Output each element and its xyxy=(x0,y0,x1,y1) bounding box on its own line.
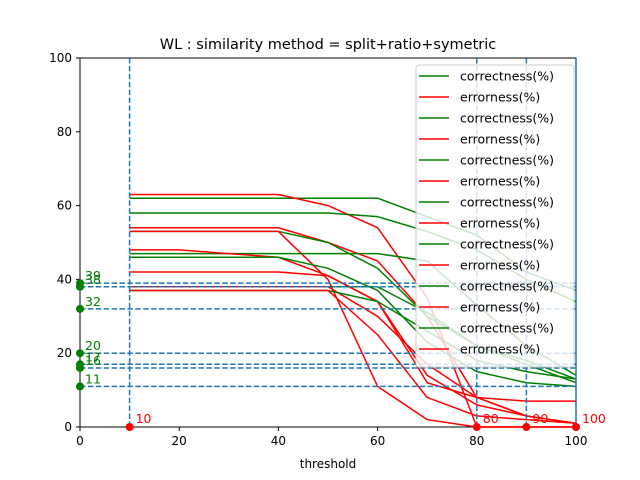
x-tick-label: 60 xyxy=(370,434,385,448)
legend-label: correctness(%) xyxy=(460,237,554,252)
threshold-marker xyxy=(472,423,481,431)
y-tick-label: 0 xyxy=(64,420,72,434)
series-line-errorness xyxy=(129,271,577,425)
y-tick-label: 100 xyxy=(49,51,72,65)
y-tick-label: 20 xyxy=(57,346,72,360)
threshold-label: 90 xyxy=(532,411,548,426)
x-tick-label: 40 xyxy=(271,434,286,448)
level-label: 38 xyxy=(85,272,101,287)
level-label: 39 xyxy=(85,268,101,283)
level-marker xyxy=(76,382,84,391)
y-tick-label: 60 xyxy=(57,199,72,213)
series-line-correctness xyxy=(129,256,577,388)
x-tick-label: 20 xyxy=(172,434,187,448)
x-tick-label: 100 xyxy=(565,434,588,448)
threshold-label: 10 xyxy=(136,411,152,426)
legend-label: correctness(%) xyxy=(460,111,554,126)
y-tick-label: 80 xyxy=(57,125,72,139)
threshold-marker xyxy=(125,423,134,431)
level-label: 32 xyxy=(85,294,101,309)
legend-label: errorness(%) xyxy=(460,132,540,147)
legend-label: correctness(%) xyxy=(460,195,554,210)
legend-label: errorness(%) xyxy=(460,216,540,231)
legend-box xyxy=(415,64,575,368)
legend-label: correctness(%) xyxy=(460,321,554,336)
x-axis-label: threshold xyxy=(300,457,357,471)
threshold-marker xyxy=(522,423,531,431)
level-label: 17 xyxy=(85,349,101,364)
legend-label: errorness(%) xyxy=(460,300,540,315)
y-tick-label: 40 xyxy=(57,272,72,286)
legend: correctness(%) errorness(%) correctness(%)… xyxy=(415,64,575,368)
x-tick-label: 0 xyxy=(76,434,84,448)
legend-label: errorness(%) xyxy=(460,342,540,357)
level-label: 16 xyxy=(85,353,101,368)
threshold-marker xyxy=(572,423,580,431)
legend-label: errorness(%) xyxy=(460,258,540,273)
threshold-label: 100 xyxy=(582,411,606,426)
level-marker xyxy=(76,304,84,313)
series-line-errorness xyxy=(129,289,577,425)
legend-label: correctness(%) xyxy=(460,153,554,168)
level-label: 20 xyxy=(85,338,101,353)
level-marker xyxy=(76,363,84,372)
chart-title: WL : similarity method = split+ratio+sym… xyxy=(160,37,496,53)
level-label: 11 xyxy=(85,371,101,386)
level-marker xyxy=(76,349,84,358)
series-line-errorness xyxy=(129,230,576,428)
legend-label: errorness(%) xyxy=(460,90,540,105)
x-tick-label: 80 xyxy=(469,434,484,448)
legend-label: correctness(%) xyxy=(460,279,554,294)
legend-label: correctness(%) xyxy=(460,69,554,84)
threshold-label: 80 xyxy=(483,411,499,426)
level-marker xyxy=(76,282,84,291)
legend-label: errorness(%) xyxy=(460,174,540,189)
